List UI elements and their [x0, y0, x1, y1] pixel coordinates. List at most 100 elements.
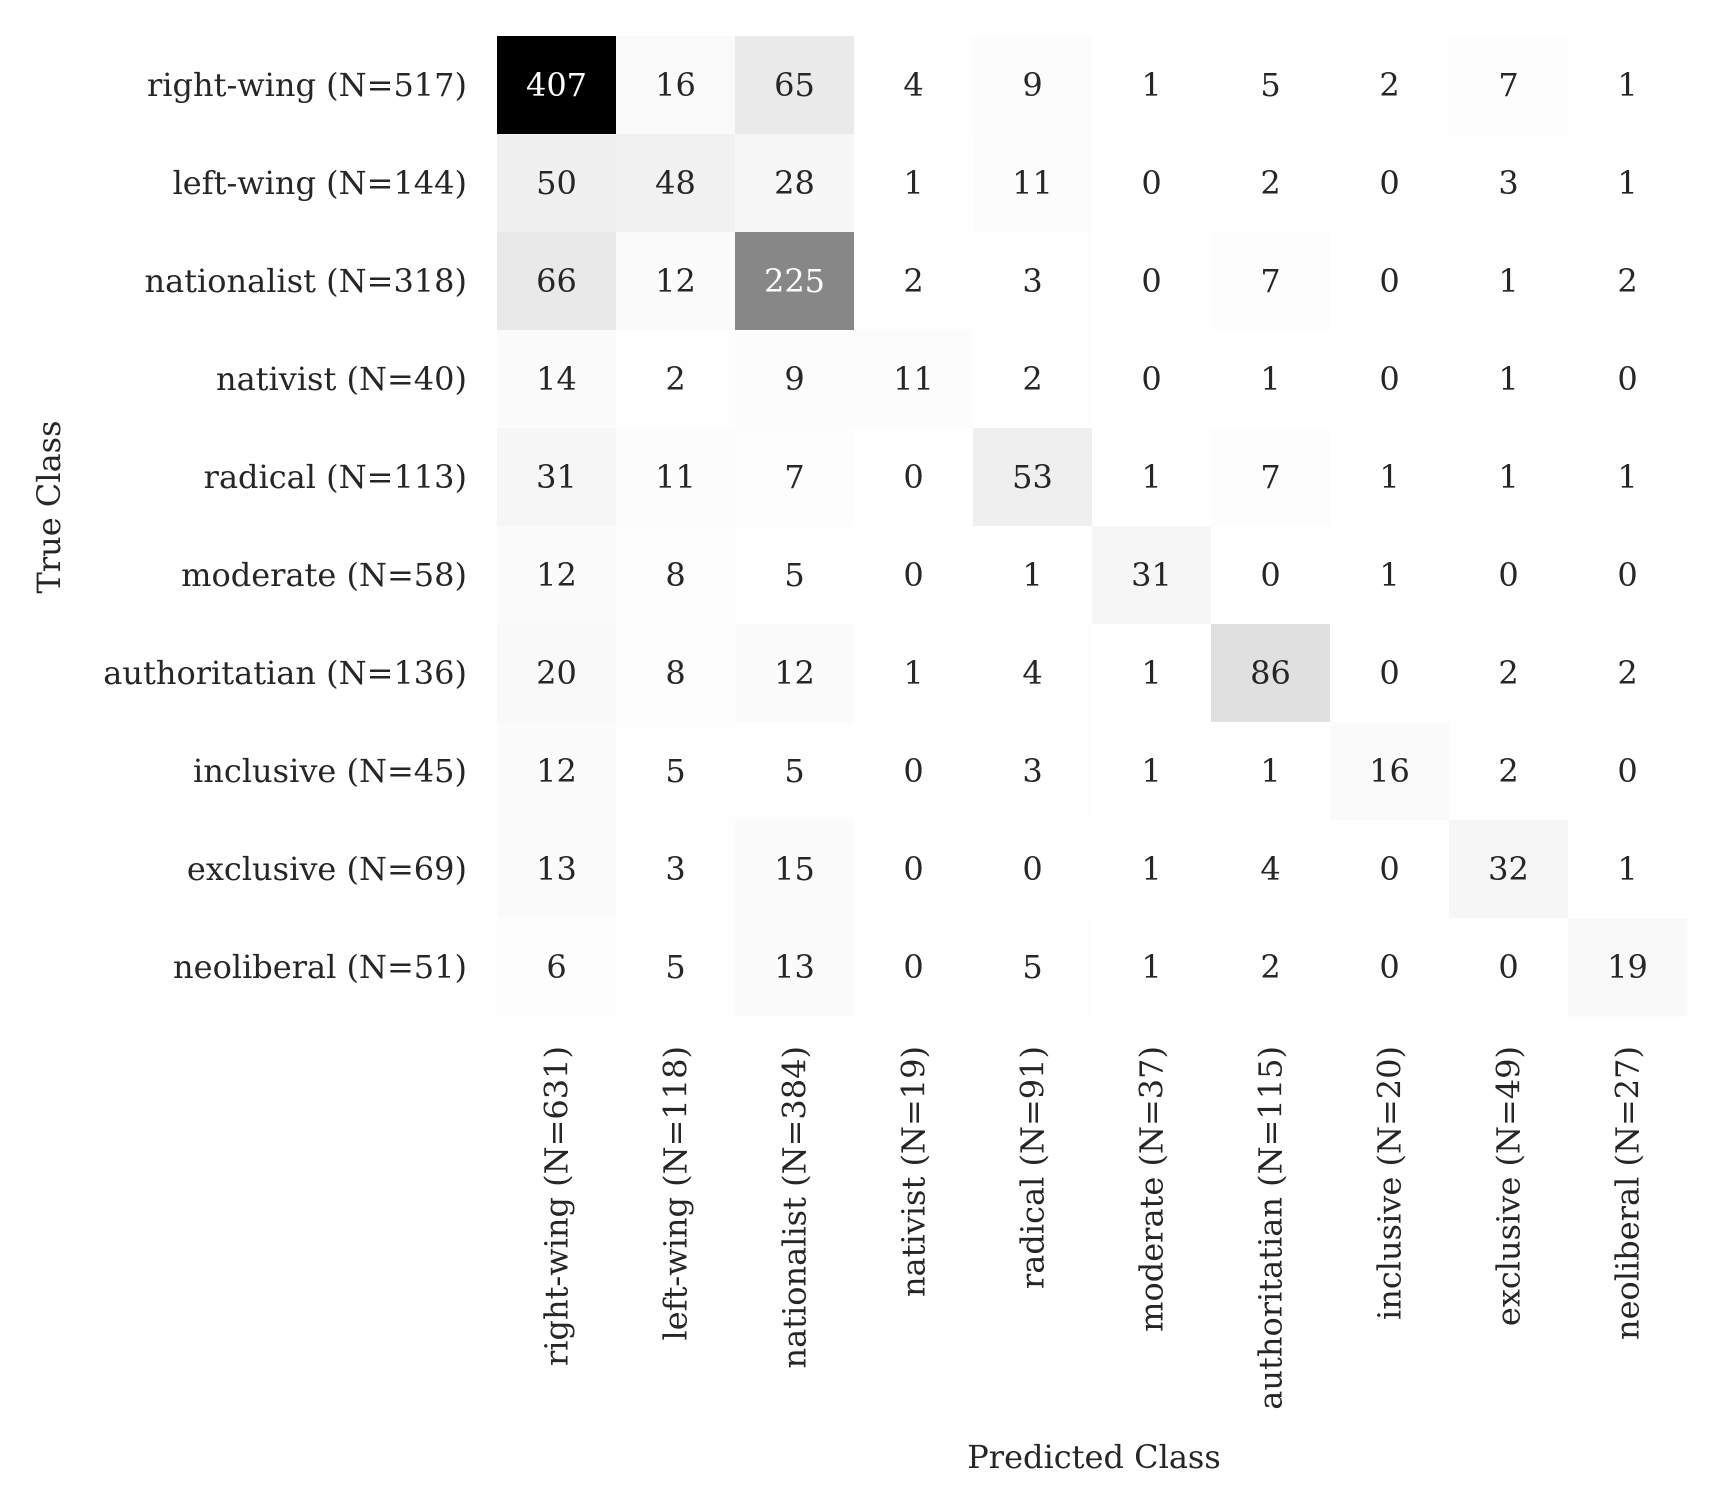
heatmap-cell-r4-c5 [1092, 428, 1212, 527]
cell-value-r0-c4: 9 [1022, 66, 1042, 104]
cell-value-r5-c2: 5 [784, 556, 804, 594]
cell-value-r9-c6: 2 [1260, 948, 1280, 986]
heatmap-cell-r8-c0 [497, 820, 617, 919]
cell-value-r8-c3: 0 [903, 850, 923, 888]
heatmap-cell-r9-c8 [1449, 918, 1569, 1017]
cell-value-r7-c7: 16 [1369, 752, 1410, 790]
cell-value-r7-c3: 0 [903, 752, 923, 790]
heatmap-cell-r2-c9 [1568, 232, 1688, 331]
cell-value-r9-c9: 19 [1607, 948, 1648, 986]
heatmap-cell-r6-c8 [1449, 624, 1569, 723]
cell-value-r0-c2: 65 [774, 66, 815, 104]
heatmap-cell-r1-c8 [1449, 134, 1569, 233]
heatmap-cell-r4-c6 [1211, 428, 1331, 527]
row-label-8: exclusive (N=69) [187, 850, 467, 888]
cell-value-r5-c9: 0 [1617, 556, 1637, 594]
heatmap-cell-r4-c1 [616, 428, 736, 527]
heatmap-cell-r1-c4 [973, 134, 1093, 233]
heatmap-cell-r8-c5 [1092, 820, 1212, 919]
cell-value-r3-c4: 2 [1022, 360, 1042, 398]
heatmap-cell-r2-c0 [497, 232, 617, 331]
cell-value-r4-c1: 11 [655, 458, 696, 496]
cell-value-r8-c0: 13 [536, 850, 577, 888]
cell-value-r9-c8: 0 [1498, 948, 1518, 986]
cell-value-r8-c5: 1 [1141, 850, 1161, 888]
heatmap-cell-r3-c3 [854, 330, 974, 429]
heatmap-cell-r2-c2 [735, 232, 855, 331]
row-tick-labels: right-wing (N=517) left-wing (N=144) natio… [103, 66, 467, 986]
cell-value-r9-c3: 0 [903, 948, 923, 986]
cell-value-r1-c0: 50 [536, 164, 577, 202]
cell-value-r5-c5: 31 [1131, 556, 1172, 594]
cell-value-r3-c0: 14 [536, 360, 577, 398]
column-label-5: moderate (N=37) [1133, 1046, 1171, 1332]
cell-value-r4-c7: 1 [1379, 458, 1399, 496]
row-label-3: nativist (N=40) [216, 360, 467, 398]
cell-value-r5-c1: 8 [665, 556, 685, 594]
cell-value-r8-c2: 15 [774, 850, 815, 888]
heatmap-cell-r7-c6 [1211, 722, 1331, 821]
heatmap-cell-r7-c3 [854, 722, 974, 821]
cell-value-r3-c3: 11 [893, 360, 934, 398]
cell-value-r9-c1: 5 [665, 948, 685, 986]
cell-value-r3-c2: 9 [784, 360, 804, 398]
column-label-0: right-wing (N=631) [538, 1046, 576, 1366]
heatmap-cell-r2-c7 [1330, 232, 1450, 331]
heatmap-cell-r0-c3 [854, 36, 974, 135]
heatmap-cell-r8-c6 [1211, 820, 1331, 919]
heatmap-cell-r8-c8 [1449, 820, 1569, 919]
heatmap-cell-r4-c4 [973, 428, 1093, 527]
heatmap-cell-r2-c3 [854, 232, 974, 331]
cell-value-r2-c7: 0 [1379, 262, 1399, 300]
heatmap-cell-r5-c2 [735, 526, 855, 625]
heatmap-cell-r3-c0 [497, 330, 617, 429]
heatmap-cell-r6-c5 [1092, 624, 1212, 723]
cell-value-r3-c6: 1 [1260, 360, 1280, 398]
column-label-1: left-wing (N=118) [657, 1046, 695, 1340]
cell-value-r5-c0: 12 [536, 556, 577, 594]
heatmap-cell-r2-c4 [973, 232, 1093, 331]
row-label-2: nationalist (N=318) [144, 262, 467, 300]
cell-value-r4-c3: 0 [903, 458, 923, 496]
cell-value-r6-c4: 4 [1022, 654, 1042, 692]
heatmap-cell-r8-c9 [1568, 820, 1688, 919]
heatmap-cell-r9-c9 [1568, 918, 1688, 1017]
cell-value-r8-c1: 3 [665, 850, 685, 888]
column-label-7: inclusive (N=20) [1371, 1046, 1409, 1320]
heatmap-cell-r9-c2 [735, 918, 855, 1017]
cell-value-r2-c2: 225 [764, 262, 825, 300]
cell-value-r5-c6: 0 [1260, 556, 1280, 594]
cell-value-r8-c4: 0 [1022, 850, 1042, 888]
cell-value-r7-c4: 3 [1022, 752, 1042, 790]
heatmap-cell-r7-c4 [973, 722, 1093, 821]
cell-value-r4-c9: 1 [1617, 458, 1637, 496]
cell-value-r1-c2: 28 [774, 164, 815, 202]
cell-value-r7-c0: 12 [536, 752, 577, 790]
heatmap-cell-r8-c3 [854, 820, 974, 919]
cell-value-r0-c8: 7 [1498, 66, 1518, 104]
cell-value-r2-c5: 0 [1141, 262, 1161, 300]
column-label-2: nationalist (N=384) [776, 1046, 814, 1369]
cell-value-r0-c5: 1 [1141, 66, 1161, 104]
row-label-4: radical (N=113) [204, 458, 467, 496]
cell-value-r6-c1: 8 [665, 654, 685, 692]
cell-value-r9-c7: 0 [1379, 948, 1399, 986]
heatmap-cell-r9-c0 [497, 918, 617, 1017]
heatmap-cell-r0-c5 [1092, 36, 1212, 135]
heatmap-cell-r5-c0 [497, 526, 617, 625]
heatmap-cell-r5-c3 [854, 526, 974, 625]
cell-value-r3-c1: 2 [665, 360, 685, 398]
cell-value-r3-c9: 0 [1617, 360, 1637, 398]
cell-value-r2-c3: 2 [903, 262, 923, 300]
column-label-3: nativist (N=19) [895, 1046, 933, 1297]
heatmap-cell-r1-c3 [854, 134, 974, 233]
row-label-0: right-wing (N=517) [147, 66, 467, 104]
cell-value-r7-c6: 1 [1260, 752, 1280, 790]
cell-value-r7-c1: 5 [665, 752, 685, 790]
cell-value-r8-c9: 1 [1617, 850, 1637, 888]
cell-value-r6-c2: 12 [774, 654, 815, 692]
heatmap-cell-r5-c9 [1568, 526, 1688, 625]
heatmap-cell-r5-c7 [1330, 526, 1450, 625]
cell-value-r6-c7: 0 [1379, 654, 1399, 692]
